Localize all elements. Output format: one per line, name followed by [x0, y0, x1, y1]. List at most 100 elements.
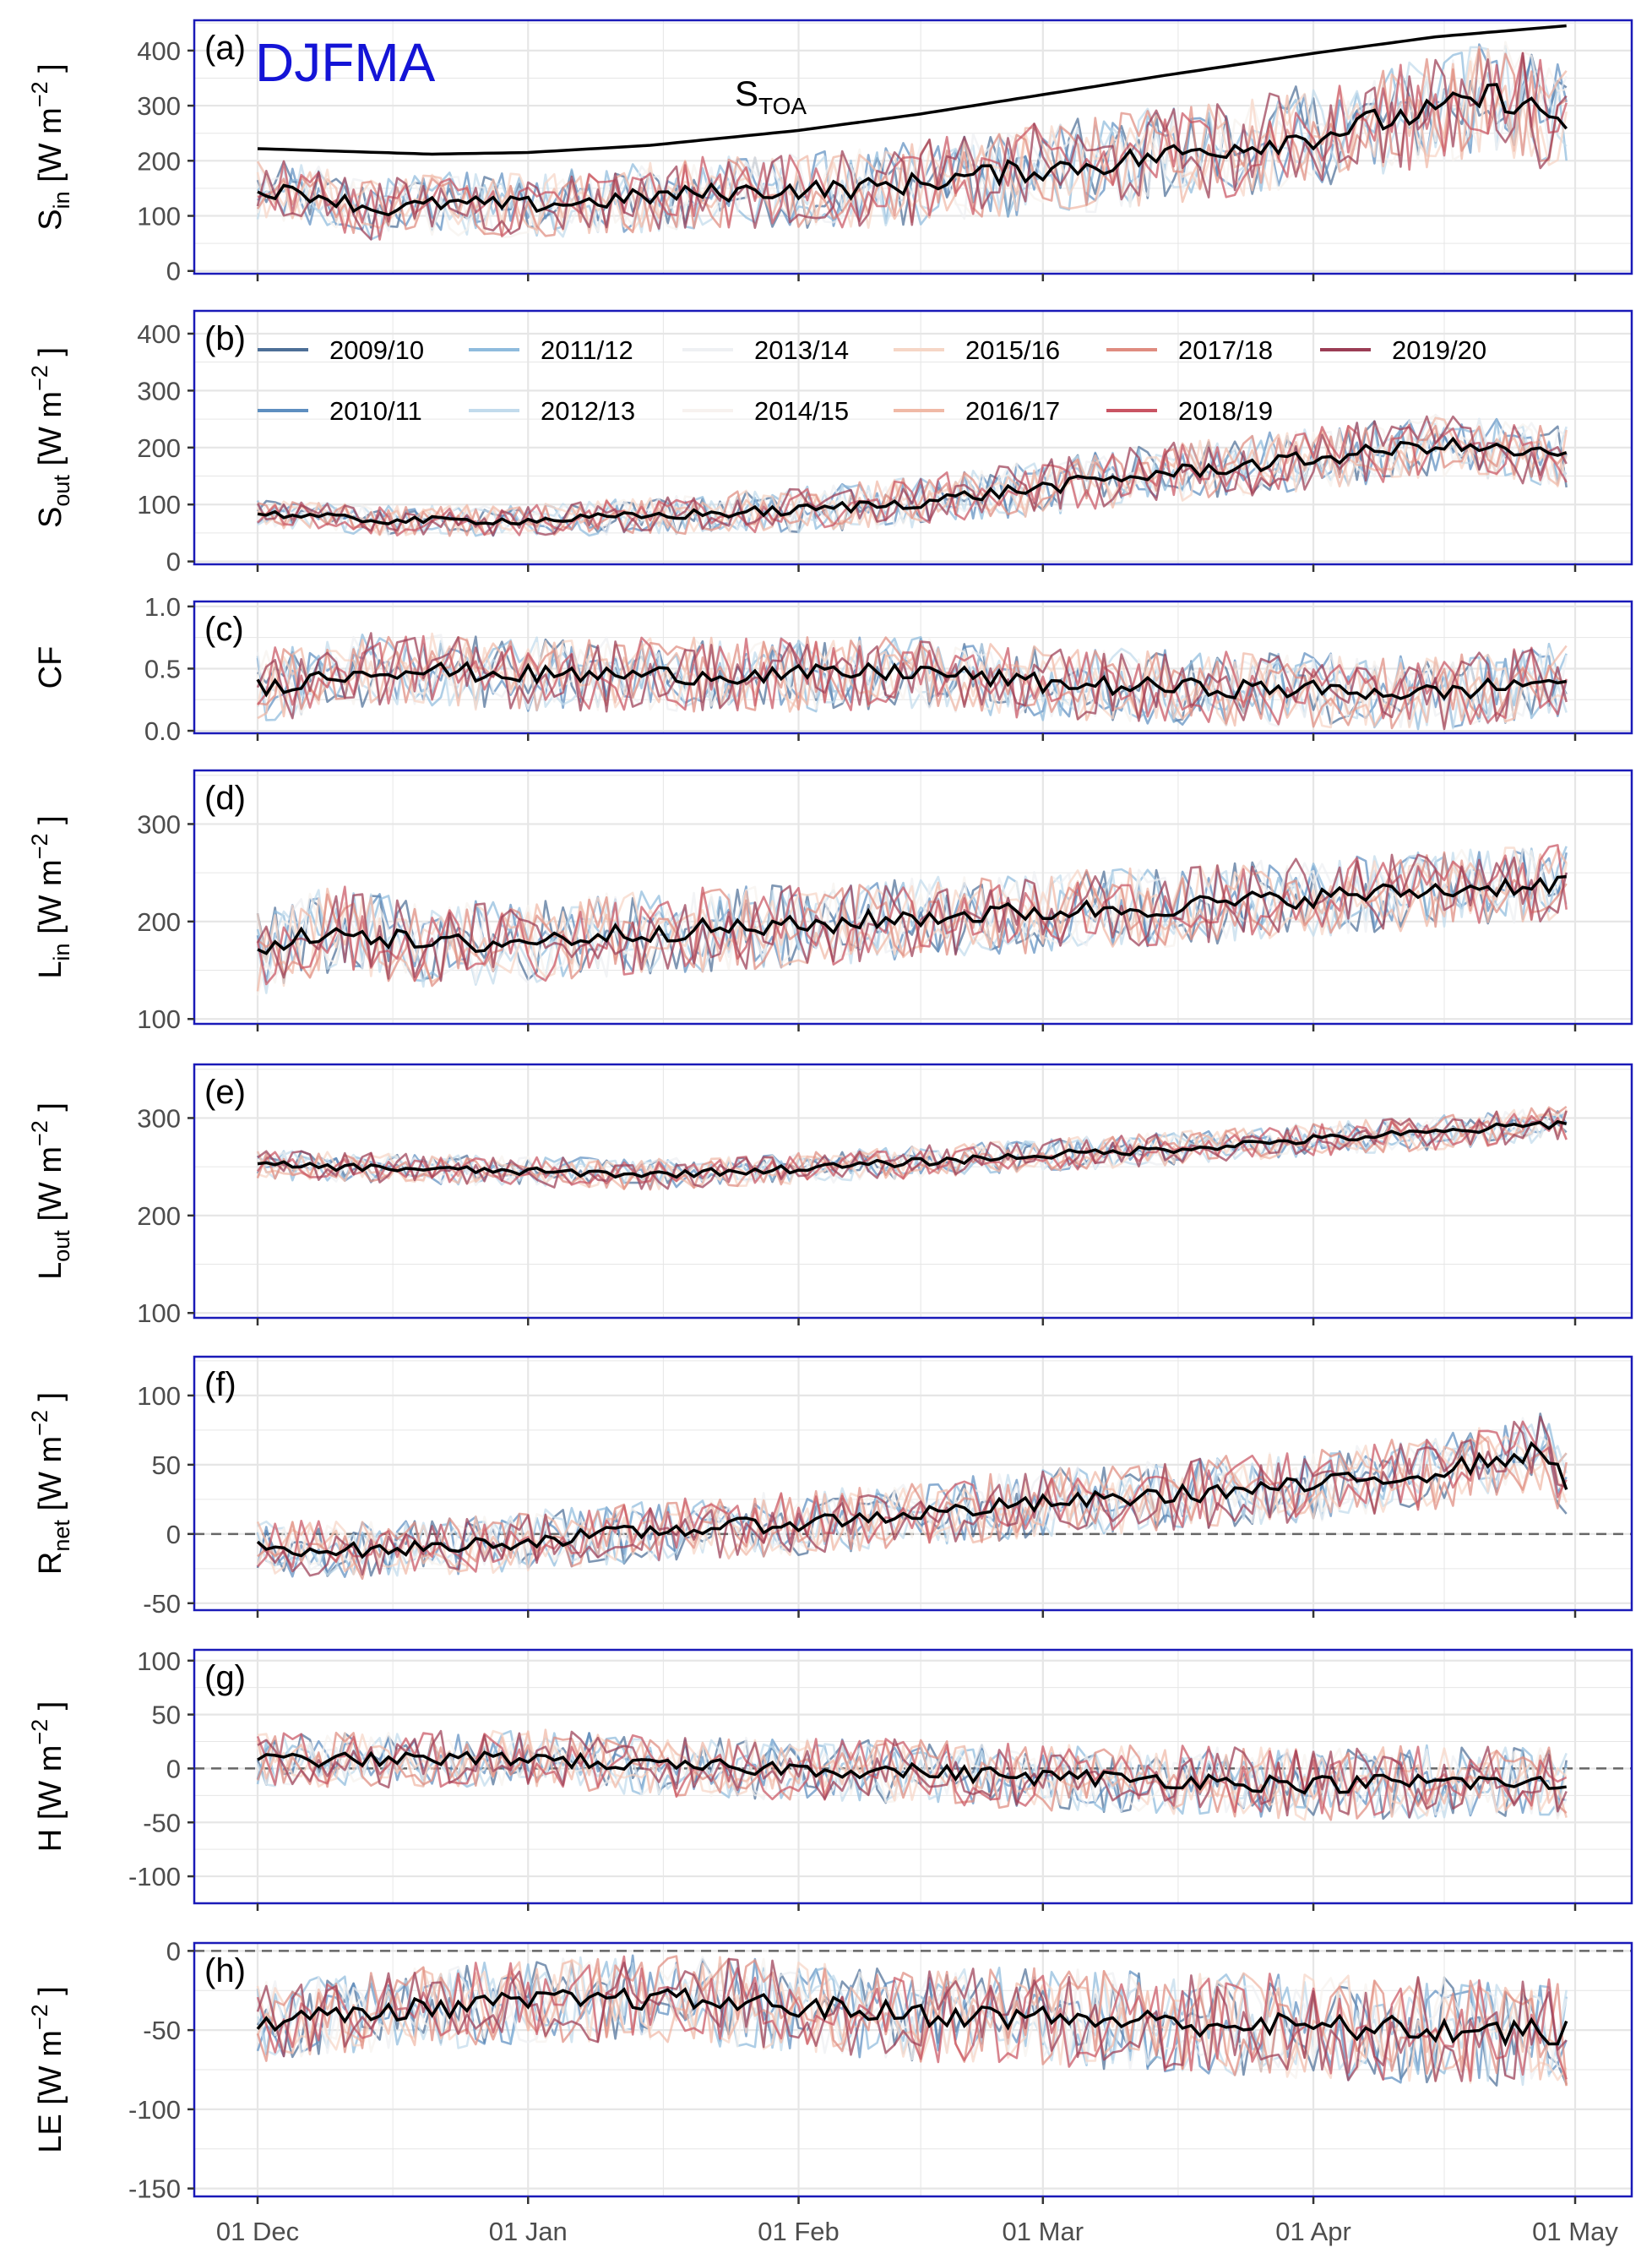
y-tick-label: -50 — [143, 2016, 181, 2045]
y-axis-label: Lin [W m−2 ] — [27, 815, 74, 978]
panel-label: (b) — [204, 320, 246, 357]
panel-label: (g) — [204, 1659, 246, 1696]
mean-line — [257, 436, 1568, 526]
legend-label: 2016/17 — [965, 396, 1060, 426]
panel-c: 0.0 0.5 1.0 CF (c) — [33, 592, 1633, 746]
series-2017-18 — [256, 1955, 1568, 2086]
series-2017-18 — [256, 1731, 1568, 1821]
legend-label: 2011/12 — [541, 335, 633, 365]
panel-frame — [193, 769, 1633, 1026]
series-2019-20 — [256, 415, 1568, 536]
panel-label: (e) — [204, 1074, 246, 1111]
mean-line — [257, 83, 1568, 217]
series-2017-18 — [257, 1433, 1568, 1581]
y-tick-label: 100 — [137, 490, 181, 520]
series-2013-14 — [257, 847, 1568, 984]
year-series — [256, 844, 1568, 996]
y-axis-label: LE [W m−2 ] — [27, 1986, 68, 2153]
series-2018-19 — [256, 1955, 1568, 2082]
series-2015-16 — [256, 1958, 1568, 2084]
y-tick-label: -150 — [128, 2174, 181, 2204]
series-2012-13 — [257, 1423, 1568, 1577]
legend-item: 2017/18 — [1106, 335, 1273, 365]
series-2014-15 — [256, 1731, 1568, 1820]
year-series — [256, 632, 1568, 731]
y-tick-label: -100 — [128, 1862, 181, 1891]
series-2014-15 — [256, 1439, 1568, 1570]
mean-line — [256, 1440, 1568, 1559]
year-series — [256, 41, 1568, 241]
legend-label: 2010/11 — [329, 396, 422, 426]
season-label: DJFMA — [255, 32, 436, 93]
y-axis-label: Rnet [W m−2 ] — [27, 1392, 74, 1575]
y-tick-label: 200 — [137, 146, 181, 176]
series-2011-12 — [256, 634, 1568, 731]
grid — [194, 1064, 1632, 1318]
legend-label: 2013/14 — [754, 335, 849, 365]
y-tick-label: 100 — [137, 1646, 181, 1676]
series-2016-17 — [257, 636, 1568, 727]
y-tick-label: 300 — [137, 91, 181, 121]
legend-label: 2012/13 — [541, 396, 635, 426]
mean-line — [257, 874, 1567, 955]
series-2019-20 — [257, 1108, 1568, 1190]
series-2016-17 — [256, 1435, 1568, 1575]
y-tick-label: 0 — [166, 547, 181, 577]
series-2013-14 — [256, 1417, 1568, 1580]
year-series — [256, 1412, 1568, 1581]
stoa-line — [257, 24, 1567, 156]
y-axis-label: Lout [W m−2 ] — [27, 1102, 74, 1280]
x-tick-label: 01 Apr — [1275, 2217, 1351, 2246]
legend-item: 2009/10 — [258, 335, 424, 365]
legend-label: 2019/20 — [1392, 335, 1486, 365]
panel-frame — [193, 1063, 1633, 1320]
y-tick-label: 0 — [166, 1520, 181, 1549]
legend-label: 2015/16 — [965, 335, 1060, 365]
legend-item: 2011/12 — [469, 335, 633, 365]
legend-label: 2017/18 — [1178, 335, 1273, 365]
panel-label: (f) — [204, 1366, 236, 1403]
series-2019-20 — [256, 632, 1568, 731]
legend: 2009/10 2010/11 2011/12 2012/13 2013/14 2014/… — [258, 335, 1486, 426]
y-tick-label: 0.5 — [144, 654, 181, 683]
y-tick-label: 100 — [137, 1381, 181, 1411]
x-tick-label: 01 May — [1532, 2217, 1618, 2246]
y-tick-label: 200 — [137, 907, 181, 937]
panel-frame — [193, 600, 1633, 735]
y-axis-label: H [W m−2 ] — [27, 1701, 68, 1853]
panel-frame — [193, 309, 1633, 566]
mean-line — [257, 1750, 1567, 1795]
y-tick-label: 50 — [152, 1450, 181, 1480]
legend-label: 2014/15 — [754, 396, 849, 426]
y-tick-label: 100 — [137, 1004, 181, 1034]
y-tick-label: 400 — [137, 319, 181, 349]
legend-item: 2010/11 — [258, 396, 422, 426]
series-2019-20 — [256, 853, 1568, 982]
mean-line — [256, 1987, 1568, 2048]
panel-label: (h) — [204, 1952, 246, 1989]
panel-d: 100 200 300 Lin [W m−2 ] (d) — [27, 769, 1633, 1034]
y-tick-label: 0 — [166, 1936, 181, 1966]
mean-line — [256, 661, 1568, 701]
y-tick-label: 300 — [137, 376, 181, 405]
x-tick-label: 01 Dec — [216, 2217, 299, 2246]
legend-item: 2018/19 — [1106, 396, 1273, 426]
y-axis-label: Sout [W m−2 ] — [27, 347, 74, 528]
y-tick-label: 300 — [137, 1103, 181, 1133]
legend-item: 2019/20 — [1320, 335, 1486, 365]
y-tick-label: 400 — [137, 36, 181, 66]
panel-frame — [193, 19, 1633, 275]
panel-label: (c) — [204, 611, 244, 648]
y-tick-label: 50 — [152, 1701, 181, 1730]
panel-label: (a) — [204, 30, 246, 67]
series-2018-19 — [256, 634, 1568, 726]
panel-label: (d) — [204, 780, 246, 817]
year-series — [256, 1728, 1568, 1821]
y-axis-label: CF — [33, 646, 68, 689]
panel-b: 0 100 200 300 400 Sout [W m−2 ] (b) 2009/10 2010… — [27, 309, 1633, 577]
legend-label: 2018/19 — [1178, 396, 1273, 426]
y-tick-label: 300 — [137, 809, 181, 839]
series-2018-19 — [257, 1420, 1568, 1573]
legend-item: 2013/14 — [682, 335, 849, 365]
